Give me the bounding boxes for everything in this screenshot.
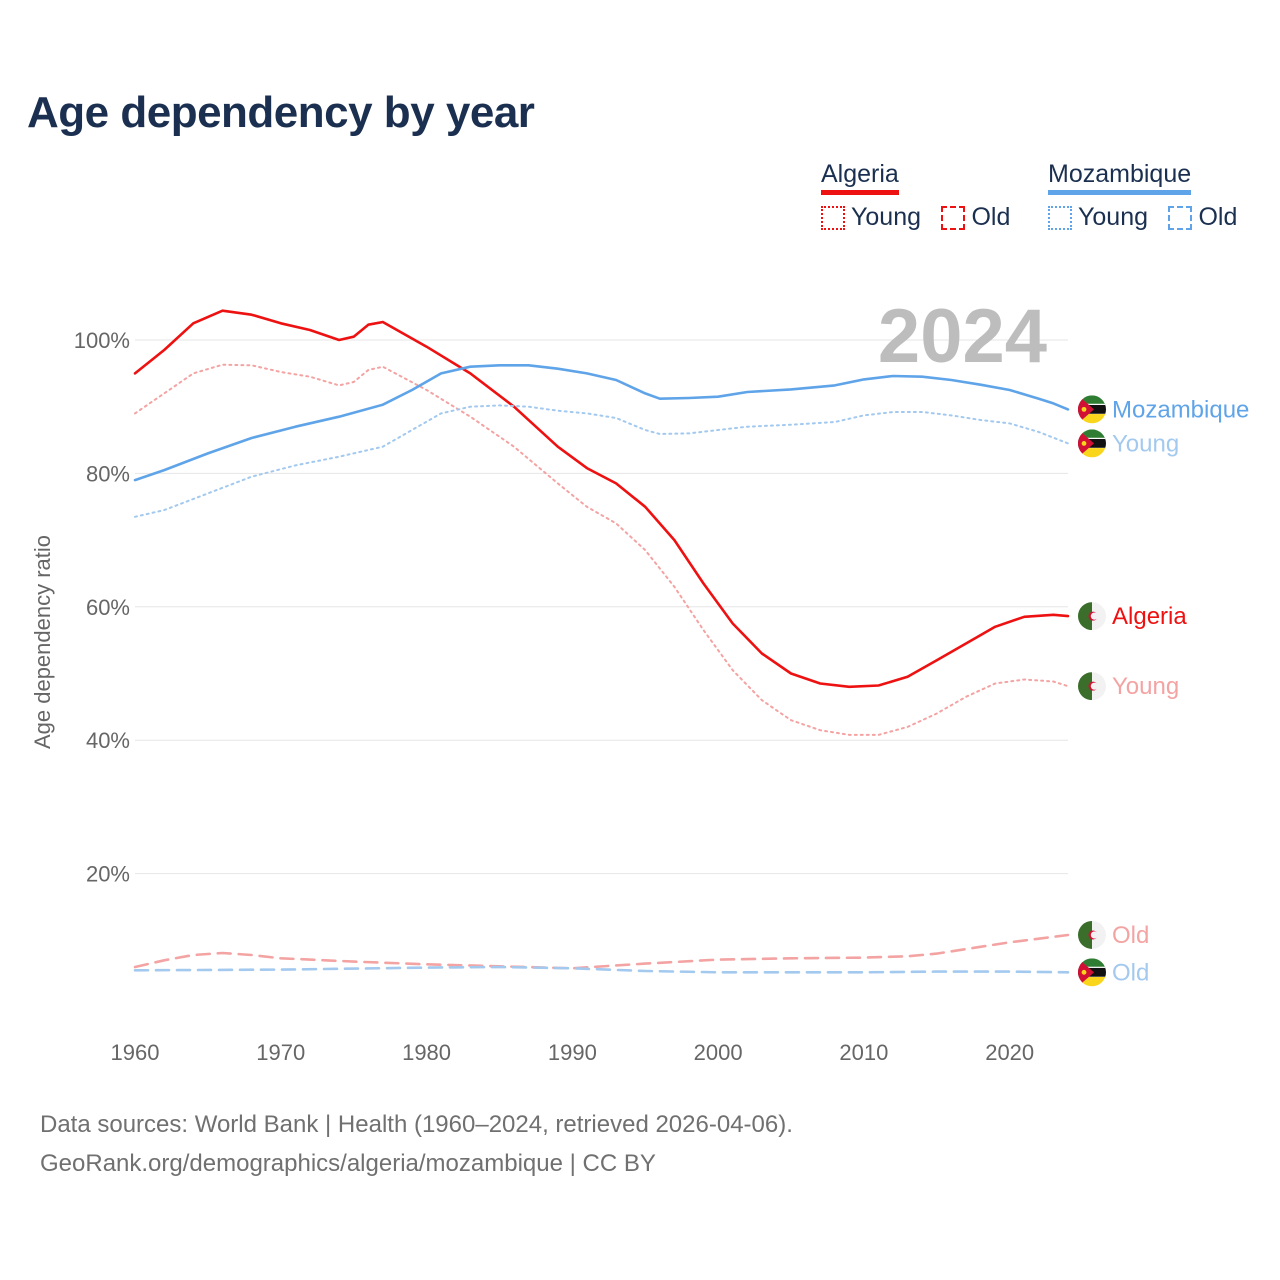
legend-mozambique-name: Mozambique <box>1048 160 1192 195</box>
legend-algeria-name: Algeria <box>821 160 899 195</box>
algeria-flag-icon <box>1078 672 1106 700</box>
x-tick-label: 1970 <box>256 1040 305 1065</box>
x-axis: 1960 1970 1980 1990 2000 2010 2020 <box>111 1040 1035 1065</box>
x-tick-label: 1990 <box>548 1040 597 1065</box>
legend-mozambique-old-label: Old <box>1198 203 1238 231</box>
legend-algeria-young: Young <box>821 203 921 232</box>
y-tick-label: 60% <box>86 595 130 620</box>
algeria-flag-icon <box>1078 921 1106 949</box>
series-line-mozambique-young <box>134 404 1069 518</box>
mozambique-flag-icon <box>1078 395 1106 423</box>
end-labels: Mozambique Young Algeria Young Old Old <box>1078 395 1249 987</box>
footer-source: Data sources: World Bank | Health (1960–… <box>40 1111 793 1138</box>
legend-group-algeria: Algeria Young Old <box>821 160 1026 235</box>
end-label-algeria-old: Old <box>1112 922 1149 949</box>
footer: Data sources: World Bank | Health (1960–… <box>40 1105 793 1183</box>
y-axis: 20% 40% 60% 80% 100% <box>74 328 130 887</box>
dashed-swatch-icon <box>941 205 966 230</box>
dotted-swatch-icon <box>1048 205 1072 230</box>
x-tick-label: 2010 <box>839 1040 888 1065</box>
series <box>133 309 1070 974</box>
legend-mozambique-young-label: Young <box>1078 203 1148 231</box>
legend-mozambique-young: Young <box>1048 203 1148 232</box>
x-tick-label: 2000 <box>694 1040 743 1065</box>
end-label-algeria: Algeria <box>1112 603 1187 630</box>
grid-lines <box>135 339 1068 875</box>
dashed-swatch-icon <box>1168 205 1193 230</box>
x-tick-label: 1960 <box>111 1040 160 1065</box>
y-tick-label: 100% <box>74 328 130 353</box>
series-line-algeria <box>133 309 1070 689</box>
series-line-algeria-old <box>133 933 1070 970</box>
legend-mozambique-old: Old <box>1168 203 1237 232</box>
x-tick-label: 1980 <box>402 1040 451 1065</box>
y-tick-label: 80% <box>86 461 130 486</box>
y-tick-label: 20% <box>86 862 130 887</box>
legend-algeria-old-label: Old <box>971 203 1011 231</box>
end-label-algeria-young: Young <box>1112 673 1179 700</box>
year-label: 2024 <box>878 294 1047 379</box>
dotted-swatch-icon <box>821 205 845 230</box>
end-label-mozambique-young: Young <box>1112 430 1179 457</box>
footer-link[interactable]: GeoRank.org/demographics/algeria/mozambi… <box>40 1150 656 1177</box>
y-axis-title: Age dependency ratio <box>30 535 55 749</box>
mozambique-flag-icon <box>1078 429 1106 457</box>
legend-group-mozambique: Mozambique Young Old <box>1048 160 1253 235</box>
end-label-mozambique: Mozambique <box>1112 396 1249 423</box>
line-chart: 1960 1970 1980 1990 2000 2010 2020 20% 40% 60% 80… <box>30 294 1249 1065</box>
series-line-mozambique <box>133 364 1070 482</box>
end-label-mozambique-old: Old <box>1112 959 1149 986</box>
y-tick-label: 40% <box>86 728 130 753</box>
series-line-mozambique-old <box>133 965 1070 974</box>
chart-title: Age dependency by year <box>27 88 535 137</box>
mozambique-flag-icon <box>1078 958 1106 986</box>
legend-algeria-old: Old <box>941 203 1010 232</box>
x-tick-label: 2020 <box>985 1040 1034 1065</box>
algeria-flag-icon <box>1078 602 1106 630</box>
series-line-algeria-young <box>134 363 1069 736</box>
legend-algeria-young-label: Young <box>851 203 921 231</box>
